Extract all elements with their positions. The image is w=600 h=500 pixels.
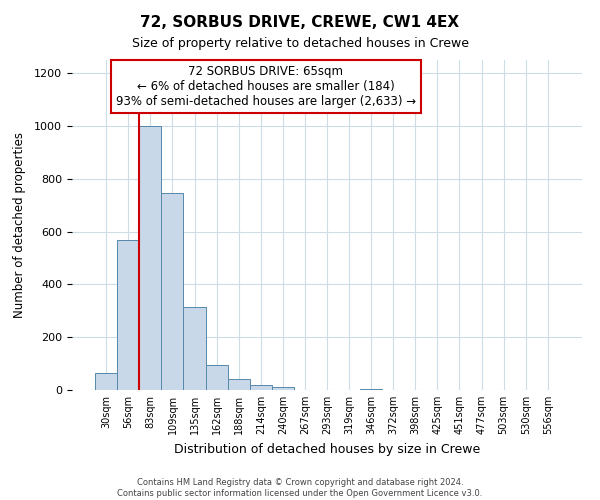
Y-axis label: Number of detached properties: Number of detached properties [13, 132, 26, 318]
Text: 72, SORBUS DRIVE, CREWE, CW1 4EX: 72, SORBUS DRIVE, CREWE, CW1 4EX [140, 15, 460, 30]
Bar [139, 126, 161, 390]
Text: Contains HM Land Registry data © Crown copyright and database right 2024.
Contai: Contains HM Land Registry data © Crown c… [118, 478, 482, 498]
Bar [227, 380, 250, 390]
Bar [250, 384, 272, 390]
Bar [161, 194, 184, 390]
X-axis label: Distribution of detached houses by size in Crewe: Distribution of detached houses by size … [174, 442, 480, 456]
Bar [272, 388, 294, 390]
Bar [95, 373, 117, 390]
Text: Size of property relative to detached houses in Crewe: Size of property relative to detached ho… [131, 38, 469, 51]
Bar [360, 388, 382, 390]
Bar [184, 307, 206, 390]
Text: 72 SORBUS DRIVE: 65sqm
← 6% of detached houses are smaller (184)
93% of semi-det: 72 SORBUS DRIVE: 65sqm ← 6% of detached … [116, 65, 416, 108]
Bar [206, 365, 227, 390]
Bar [117, 240, 139, 390]
